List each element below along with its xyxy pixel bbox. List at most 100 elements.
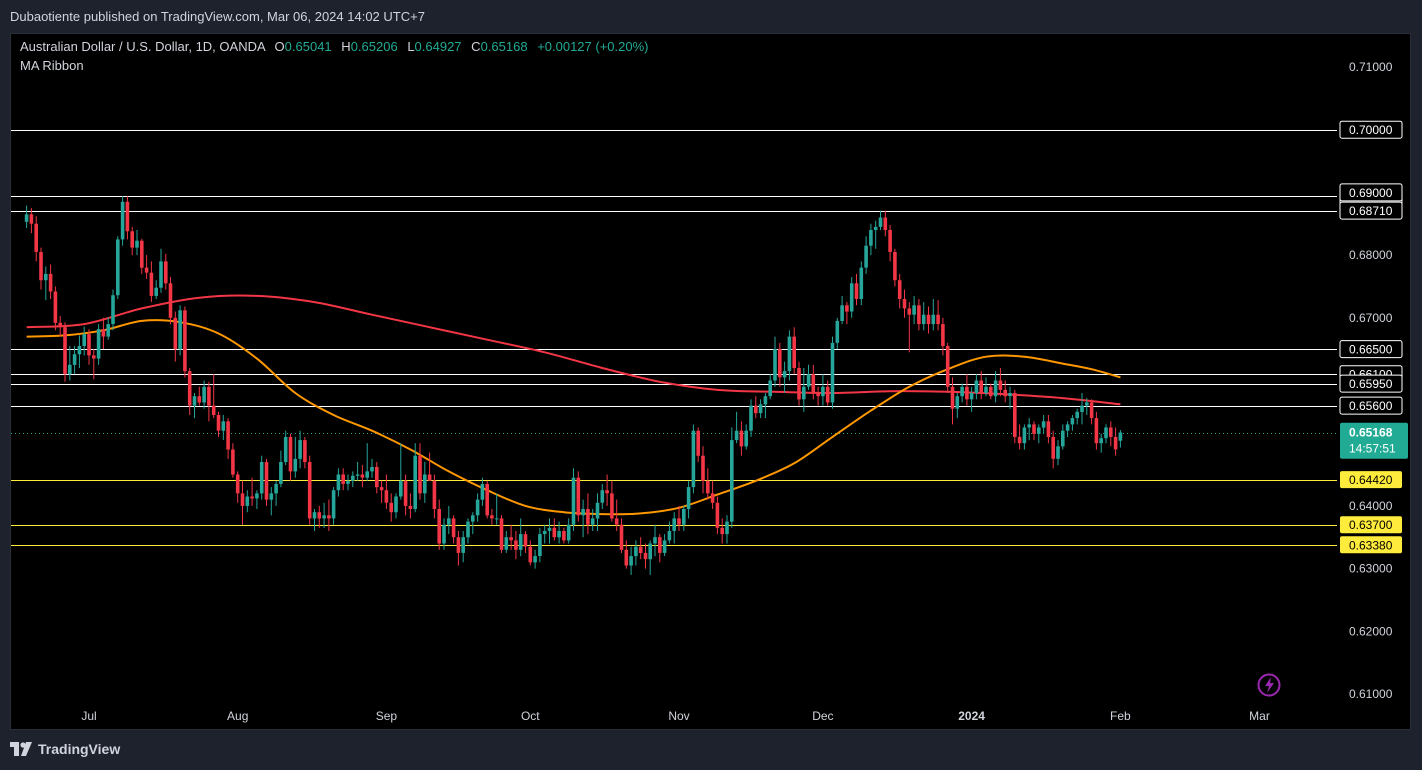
candle-up[interactable] [365, 443, 369, 481]
candle-down[interactable] [87, 329, 91, 365]
candle-down[interactable] [451, 515, 456, 544]
candle-down[interactable] [624, 540, 629, 569]
candle-up[interactable] [355, 462, 360, 481]
candle-up[interactable] [629, 546, 633, 575]
candle-down[interactable] [264, 458, 269, 506]
candle-down[interactable] [845, 302, 849, 325]
candle-down[interactable] [130, 226, 134, 256]
candle-up[interactable] [293, 436, 298, 478]
candle-down[interactable] [936, 300, 940, 331]
candle-up[interactable] [763, 393, 768, 419]
candle-down[interactable] [149, 261, 154, 303]
candle-up[interactable] [662, 534, 667, 557]
candle-up[interactable] [346, 474, 350, 491]
candle-down[interactable] [897, 273, 902, 309]
candle-up[interactable] [600, 484, 605, 509]
candle-up[interactable] [686, 480, 691, 519]
candle-down[interactable] [701, 446, 705, 494]
candle-up[interactable] [518, 518, 523, 557]
candle-up[interactable] [547, 518, 552, 544]
candle-down[interactable] [101, 317, 106, 350]
candle-down[interactable] [360, 465, 365, 488]
level-price-label[interactable]: 0.64420 [1340, 471, 1402, 489]
candle-down[interactable] [902, 289, 907, 318]
candle-up[interactable] [1065, 421, 1070, 437]
candle-up[interactable] [442, 518, 446, 550]
candle-down[interactable] [1017, 424, 1022, 450]
candle-up[interactable] [955, 393, 960, 419]
candle-down[interactable] [183, 306, 187, 378]
candle-down[interactable] [379, 480, 384, 503]
candle-down[interactable] [231, 443, 235, 478]
candle-up[interactable] [859, 261, 864, 306]
candle-down[interactable] [432, 474, 437, 519]
candle-down[interactable] [408, 493, 413, 519]
candle-down[interactable] [187, 368, 192, 415]
candle-down[interactable] [456, 531, 461, 566]
indicator-label[interactable]: MA Ribbon [20, 58, 84, 73]
candle-down[interactable] [307, 455, 312, 525]
candle-down[interactable] [720, 518, 724, 544]
candle-up[interactable] [471, 512, 475, 535]
candle-up[interactable] [682, 505, 686, 531]
candle-up[interactable] [969, 386, 974, 412]
candle-down[interactable] [893, 248, 897, 287]
candle-up[interactable] [322, 502, 326, 528]
candle-up[interactable] [274, 480, 278, 506]
candle-down[interactable] [658, 534, 662, 563]
candle-down[interactable] [778, 342, 782, 387]
candle-up[interactable] [595, 493, 600, 531]
candle-down[interactable] [586, 493, 590, 535]
candle-up[interactable] [72, 346, 77, 375]
candle-up[interactable] [245, 490, 250, 513]
candle-up[interactable] [1041, 415, 1046, 434]
candle-down[interactable] [250, 477, 254, 506]
candle-down[interactable] [499, 515, 504, 553]
candle-down[interactable] [643, 543, 648, 569]
level-price-label[interactable]: 0.65950 [1339, 374, 1403, 393]
candle-up[interactable] [178, 305, 182, 356]
candle-down[interactable] [437, 499, 441, 550]
candle-up[interactable] [533, 549, 537, 569]
candle-up[interactable] [581, 499, 585, 538]
candle-down[interactable] [288, 433, 293, 481]
candle-down[interactable] [240, 480, 245, 525]
candle-up[interactable] [461, 531, 465, 563]
candle-down[interactable] [1089, 399, 1094, 425]
candle-up[interactable] [24, 205, 29, 229]
chart-frame[interactable] [10, 33, 1411, 730]
candle-up[interactable] [370, 458, 374, 478]
last-price-badge[interactable]: 0.65168 14:57:51 [1340, 422, 1408, 459]
tradingview-logo[interactable]: TradingView [10, 741, 120, 757]
candle-up[interactable] [1085, 398, 1089, 415]
candle-down[interactable] [965, 374, 969, 406]
candle-up[interactable] [312, 509, 317, 531]
candle-up[interactable] [447, 505, 451, 535]
candle-down[interactable] [384, 474, 389, 510]
candle-up[interactable] [653, 524, 657, 557]
candle-up[interactable] [96, 324, 101, 365]
candle-down[interactable] [715, 496, 720, 535]
level-price-label[interactable]: 0.65600 [1339, 396, 1403, 415]
candle-up[interactable] [1061, 424, 1065, 450]
candle-up[interactable] [538, 527, 542, 563]
candle-up[interactable] [566, 518, 571, 544]
candle-up[interactable] [1080, 393, 1084, 425]
candle-up[interactable] [782, 361, 787, 393]
candle-down[interactable] [610, 480, 614, 522]
candle-up[interactable] [394, 493, 398, 519]
candle-up[interactable] [120, 196, 125, 246]
candle-down[interactable] [140, 238, 144, 274]
candle-up[interactable] [634, 540, 638, 566]
candle-up[interactable] [279, 450, 283, 488]
candle-down[interactable] [164, 253, 168, 290]
candle-down[interactable] [216, 411, 221, 437]
candle-down[interactable] [235, 471, 240, 503]
candle-up[interactable] [1022, 424, 1027, 450]
candle-up[interactable] [255, 490, 259, 509]
candle-down[interactable] [638, 537, 643, 560]
candle-down[interactable] [39, 247, 43, 290]
candle-down[interactable] [92, 349, 96, 380]
candle-down[interactable] [941, 317, 945, 356]
candle-down[interactable] [125, 196, 130, 240]
